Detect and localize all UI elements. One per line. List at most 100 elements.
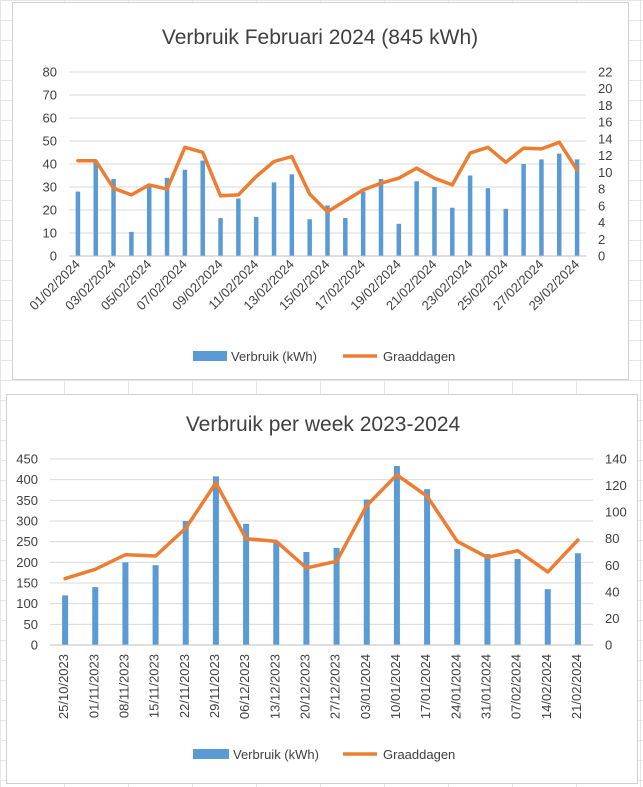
bar bbox=[236, 198, 241, 256]
y-right-tick-label: 10 bbox=[598, 165, 612, 180]
x-tick-label: 01/11/2023 bbox=[86, 654, 101, 718]
y-right-tick-label: 80 bbox=[605, 531, 619, 546]
legend-graaddagen-label: Graaddagen bbox=[383, 349, 455, 364]
y-right-tick-label: 12 bbox=[598, 148, 612, 163]
legend-verbruik-label: Verbruik (kWh) bbox=[233, 747, 319, 762]
y-right-tick-label: 0 bbox=[598, 249, 605, 264]
y-right-tick-label: 8 bbox=[598, 182, 605, 197]
y-left-tick-label: 350 bbox=[16, 493, 38, 508]
bar bbox=[574, 553, 581, 645]
bar bbox=[544, 589, 551, 645]
bar bbox=[307, 219, 312, 256]
x-tick-label: 25/10/2023 bbox=[56, 654, 71, 719]
y-right-tick-label: 6 bbox=[598, 198, 605, 213]
x-tick-label: 13/12/2023 bbox=[267, 654, 282, 719]
chart-februari-panel[interactable]: Verbruik Februari 2024 (845 kWh) 0 10 20 30… bbox=[12, 2, 629, 380]
chart-title: Verbruik per week 2023-2024 bbox=[186, 413, 461, 436]
y-left-tick-label: 40 bbox=[43, 157, 57, 172]
chart-week-panel[interactable]: Verbruik per week 2023-2024 0 50 100 150 200… bbox=[6, 394, 638, 784]
bar bbox=[484, 554, 491, 645]
bar bbox=[514, 559, 521, 645]
y-right-tick-label: 120 bbox=[605, 478, 627, 493]
bar bbox=[164, 177, 170, 256]
legend-graaddagen-label: Graaddagen bbox=[383, 747, 455, 762]
y-right-tick-label: 100 bbox=[605, 505, 627, 520]
y-left-tick-label: 70 bbox=[43, 88, 57, 103]
bar bbox=[289, 174, 295, 256]
y-right-tick-label: 140 bbox=[605, 452, 627, 467]
bar bbox=[253, 216, 259, 256]
bar bbox=[129, 231, 134, 256]
x-tick-label: 24/01/2024 bbox=[448, 654, 463, 719]
y-left-tick-label: 80 bbox=[43, 65, 57, 80]
y-right-tick-label: 14 bbox=[598, 131, 612, 146]
bar bbox=[243, 523, 250, 645]
y-right-tick-label: 18 bbox=[598, 98, 612, 113]
y-left-tick-label: 50 bbox=[24, 617, 38, 632]
bar bbox=[414, 181, 419, 256]
legend-verbruik-swatch bbox=[193, 351, 227, 361]
bar bbox=[557, 153, 562, 256]
x-tick-label: 17/01/2024 bbox=[418, 654, 433, 719]
bar bbox=[218, 218, 223, 256]
chart-title: Verbruik Februari 2024 (845 kWh) bbox=[162, 26, 478, 49]
y-left-tick-label: 450 bbox=[16, 452, 38, 467]
bar bbox=[467, 175, 473, 256]
x-tick-label: 20/12/2023 bbox=[297, 654, 312, 719]
x-tick-label: 21/02/2024 bbox=[569, 654, 584, 719]
y-right-tick-label: 0 bbox=[605, 638, 612, 653]
bar bbox=[360, 191, 366, 256]
x-tick-label: 10/01/2024 bbox=[388, 654, 403, 719]
bar bbox=[122, 562, 129, 645]
bar bbox=[432, 187, 437, 256]
bar bbox=[574, 159, 580, 256]
chart-week-svg: Verbruik per week 2023-2024 050100150200… bbox=[16, 413, 627, 762]
y-left-tick-label: 400 bbox=[16, 472, 38, 487]
bar bbox=[271, 182, 277, 256]
x-tick-label: 08/11/2023 bbox=[116, 654, 131, 718]
bar bbox=[333, 547, 340, 645]
bar bbox=[325, 205, 330, 256]
bar bbox=[450, 207, 455, 256]
bar bbox=[521, 164, 526, 256]
bar bbox=[75, 191, 81, 256]
bar bbox=[212, 476, 219, 645]
y-right-tick-label: 60 bbox=[605, 558, 619, 573]
bar bbox=[152, 565, 159, 645]
y-right-tick-label: 20 bbox=[605, 611, 619, 626]
bar bbox=[485, 188, 491, 256]
bar bbox=[503, 208, 509, 256]
bar bbox=[378, 178, 384, 256]
y-left-tick-label: 200 bbox=[16, 555, 38, 570]
bar bbox=[396, 223, 402, 256]
chart-februari-svg: Verbruik Februari 2024 (845 kWh) 0 10 20 30… bbox=[26, 26, 612, 364]
y-left-tick-label: 250 bbox=[16, 534, 38, 549]
x-tick-label: 15/11/2023 bbox=[147, 654, 162, 718]
y-left-tick-label: 300 bbox=[16, 514, 38, 529]
graaddagen-line bbox=[76, 140, 579, 214]
x-tick-label: 29/11/2023 bbox=[207, 654, 222, 718]
y-left-tick-label: 50 bbox=[43, 134, 57, 149]
bar bbox=[273, 542, 280, 645]
y-left-tick-label: 10 bbox=[43, 226, 57, 241]
bar bbox=[111, 178, 116, 256]
y-left-tick-label: 30 bbox=[43, 180, 57, 195]
bar bbox=[424, 489, 431, 645]
x-tick-label: 27/12/2023 bbox=[328, 654, 343, 719]
y-right-tick-label: 22 bbox=[598, 65, 612, 80]
legend-verbruik-swatch bbox=[193, 749, 229, 759]
bar bbox=[62, 595, 69, 645]
x-tick-label: 07/02/2024 bbox=[509, 654, 524, 719]
y-left-tick-label: 150 bbox=[16, 576, 38, 591]
y-left-tick-label: 60 bbox=[43, 111, 57, 126]
y-left-tick-label: 0 bbox=[31, 638, 38, 653]
bar bbox=[200, 160, 205, 256]
y-right-tick-label: 20 bbox=[598, 81, 612, 96]
y-right-tick-label: 16 bbox=[598, 115, 612, 130]
bar bbox=[454, 549, 461, 645]
y-left-tick-label: 100 bbox=[16, 596, 38, 611]
x-tick-label: 22/11/2023 bbox=[177, 654, 192, 718]
y-right-tick-label: 2 bbox=[598, 232, 605, 247]
bar bbox=[182, 521, 189, 645]
x-tick-label: 14/02/2024 bbox=[539, 654, 554, 719]
